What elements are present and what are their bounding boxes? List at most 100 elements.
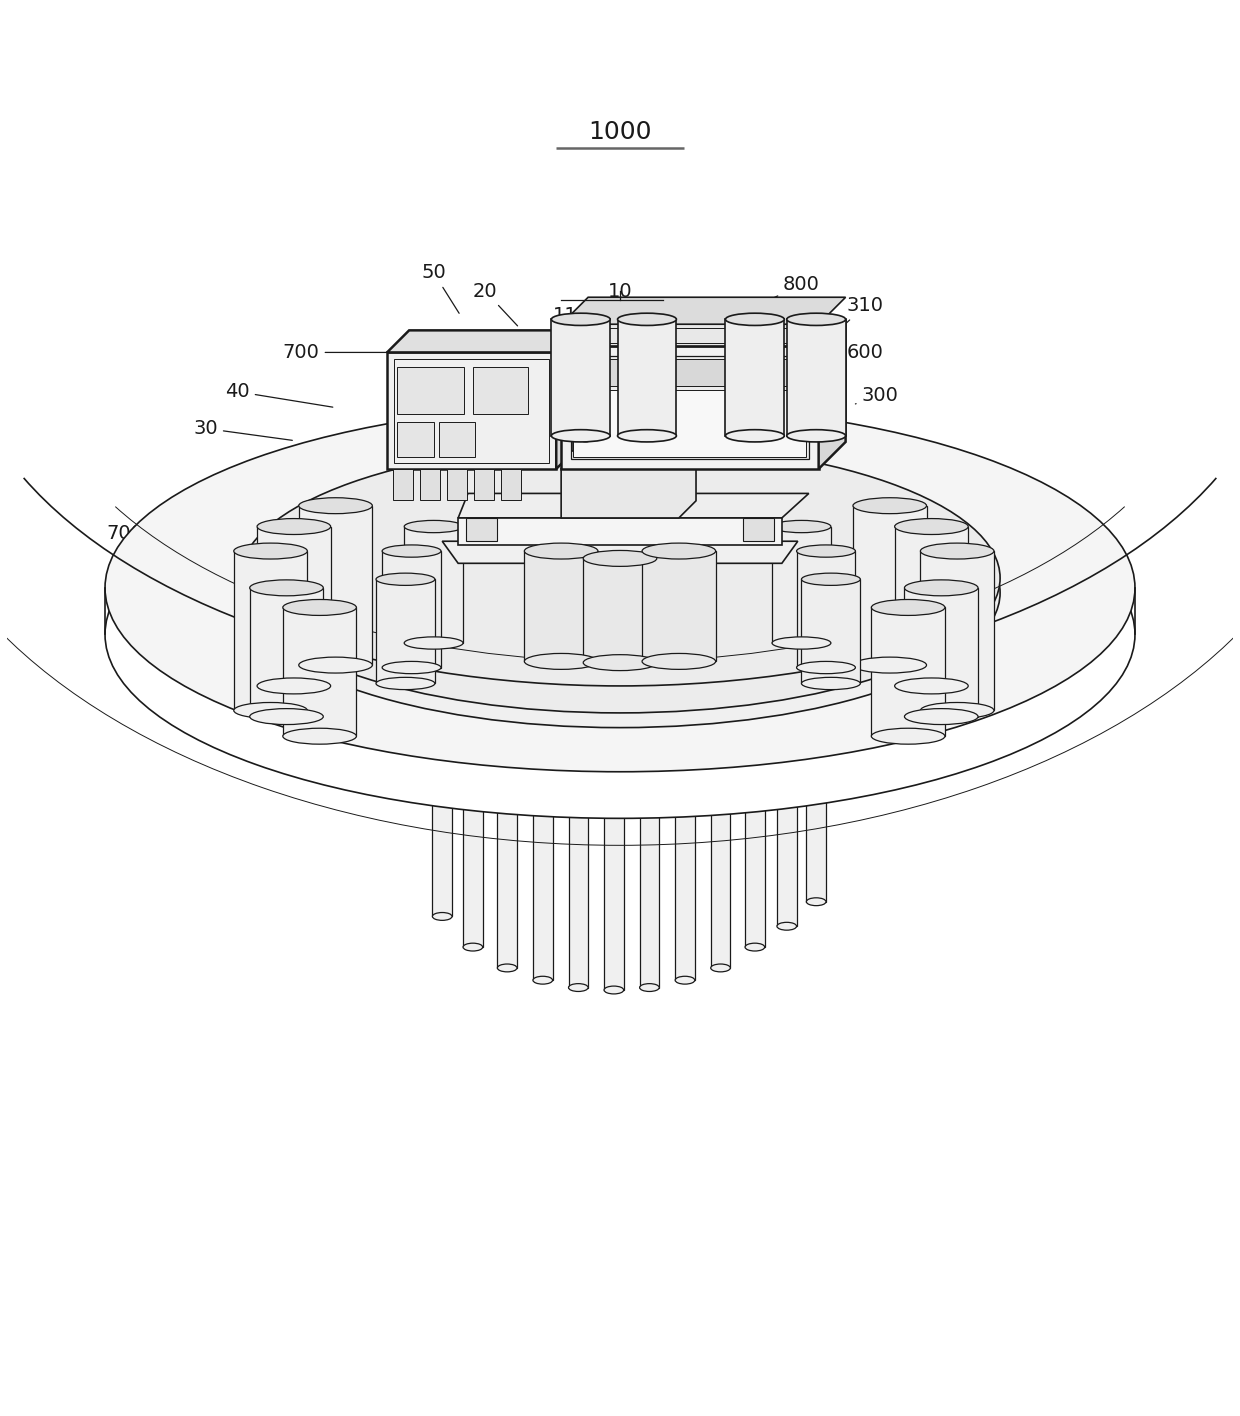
Text: 11: 11 <box>553 306 579 344</box>
Polygon shape <box>562 347 818 469</box>
Polygon shape <box>283 607 356 736</box>
Ellipse shape <box>433 912 453 920</box>
Ellipse shape <box>796 545 856 556</box>
Ellipse shape <box>872 728 945 745</box>
Ellipse shape <box>640 984 660 991</box>
Ellipse shape <box>283 728 356 745</box>
Ellipse shape <box>239 443 1001 712</box>
Text: 310: 310 <box>841 296 884 329</box>
Text: 330: 330 <box>905 623 1007 646</box>
Text: 700: 700 <box>107 524 247 544</box>
Polygon shape <box>604 690 624 990</box>
Ellipse shape <box>568 984 588 991</box>
Polygon shape <box>557 330 578 469</box>
Ellipse shape <box>725 313 784 326</box>
Polygon shape <box>618 320 676 436</box>
Ellipse shape <box>801 573 861 585</box>
Ellipse shape <box>376 573 435 585</box>
Polygon shape <box>465 518 497 541</box>
Polygon shape <box>420 469 440 500</box>
Ellipse shape <box>745 943 765 952</box>
Polygon shape <box>570 355 808 459</box>
Ellipse shape <box>604 986 624 994</box>
Polygon shape <box>404 527 463 643</box>
Ellipse shape <box>777 922 796 930</box>
Polygon shape <box>573 391 806 456</box>
Polygon shape <box>642 551 715 661</box>
Polygon shape <box>497 681 517 969</box>
Polygon shape <box>904 588 978 716</box>
Ellipse shape <box>796 661 856 674</box>
Text: 330: 330 <box>918 554 1018 573</box>
Polygon shape <box>853 506 926 666</box>
Polygon shape <box>376 579 435 684</box>
Text: 500: 500 <box>868 443 918 463</box>
Polygon shape <box>773 527 831 643</box>
Polygon shape <box>562 452 696 469</box>
Ellipse shape <box>249 708 324 725</box>
Text: 15: 15 <box>620 306 645 344</box>
Text: 600: 600 <box>844 343 884 367</box>
Ellipse shape <box>618 313 676 326</box>
Text: 210: 210 <box>255 732 455 756</box>
Ellipse shape <box>773 637 831 649</box>
Ellipse shape <box>249 581 324 596</box>
Ellipse shape <box>463 943 482 952</box>
Polygon shape <box>257 527 331 685</box>
Polygon shape <box>573 358 806 385</box>
Polygon shape <box>801 579 861 684</box>
Polygon shape <box>675 685 694 980</box>
Ellipse shape <box>283 599 356 616</box>
Polygon shape <box>743 518 775 541</box>
Polygon shape <box>443 541 797 564</box>
Ellipse shape <box>642 544 715 559</box>
Ellipse shape <box>525 544 598 559</box>
Ellipse shape <box>642 653 715 670</box>
Polygon shape <box>725 320 784 436</box>
Polygon shape <box>474 469 494 500</box>
Text: 20: 20 <box>472 282 517 326</box>
Polygon shape <box>562 324 818 347</box>
Polygon shape <box>786 320 846 436</box>
Ellipse shape <box>234 544 308 559</box>
Ellipse shape <box>806 898 826 906</box>
Text: 13: 13 <box>588 306 613 344</box>
Ellipse shape <box>382 545 441 556</box>
Ellipse shape <box>894 678 968 694</box>
Ellipse shape <box>853 657 926 673</box>
Ellipse shape <box>618 429 676 442</box>
Polygon shape <box>572 389 599 450</box>
Ellipse shape <box>382 661 441 674</box>
Text: 50: 50 <box>422 263 459 313</box>
Ellipse shape <box>533 976 553 984</box>
Ellipse shape <box>786 313 846 326</box>
Ellipse shape <box>920 544 994 559</box>
Polygon shape <box>806 654 826 902</box>
Polygon shape <box>433 666 453 916</box>
Polygon shape <box>894 527 968 685</box>
Text: 400: 400 <box>107 566 218 585</box>
Text: 200: 200 <box>107 629 234 658</box>
Ellipse shape <box>577 402 594 415</box>
Ellipse shape <box>904 581 978 596</box>
Text: 700: 700 <box>283 343 409 362</box>
Polygon shape <box>393 469 413 500</box>
Polygon shape <box>818 320 846 469</box>
Polygon shape <box>525 551 598 661</box>
Ellipse shape <box>404 521 463 532</box>
Ellipse shape <box>872 599 945 616</box>
Ellipse shape <box>105 450 1135 818</box>
Polygon shape <box>562 297 846 324</box>
Ellipse shape <box>105 404 1135 772</box>
Polygon shape <box>583 558 657 663</box>
Ellipse shape <box>376 677 435 690</box>
Ellipse shape <box>257 518 331 534</box>
Ellipse shape <box>583 551 657 566</box>
Polygon shape <box>299 506 372 666</box>
Polygon shape <box>533 685 553 980</box>
Ellipse shape <box>239 457 1001 728</box>
Text: 1000: 1000 <box>588 120 652 144</box>
Ellipse shape <box>675 976 694 984</box>
Ellipse shape <box>801 677 861 690</box>
Polygon shape <box>382 551 441 667</box>
